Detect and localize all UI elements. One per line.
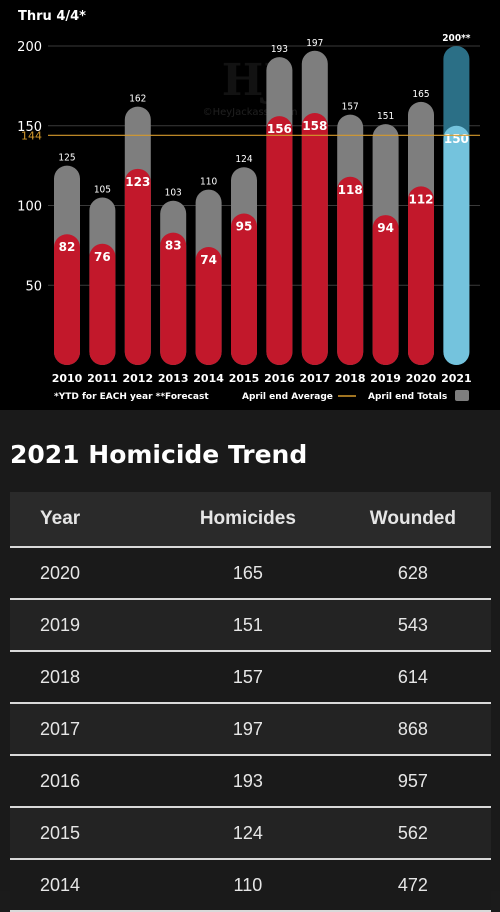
table-row: 2017 197 868 [10,703,491,756]
ytd-bar [89,243,116,365]
ytd-bar [443,125,470,366]
cell-year: 2015 [10,807,161,860]
ytd-bar [372,215,399,365]
cell-wounded: 543 [334,599,491,652]
cell-homicides: 193 [161,755,335,808]
x-tick-label: 2020 [406,372,437,385]
x-tick-label: 2015 [229,372,260,385]
cell-wounded: 957 [334,755,491,808]
total-value-label: 124 [235,154,252,165]
total-value-label: 200** [442,33,470,44]
x-tick-label: 2011 [87,372,118,385]
table-row: 2016 193 957 [10,755,491,808]
homicide-table: Year Homicides Wounded 2020 165 628 2019… [10,492,491,912]
cell-wounded: 614 [334,651,491,704]
x-tick-label: 2014 [193,372,224,385]
ytd-value-label: 74 [200,253,217,267]
y-tick-label: 150 [17,120,42,135]
cell-year: 2017 [10,703,161,756]
header-year: Year [10,492,161,548]
cell-year: 2016 [10,755,161,808]
chart-footnote: *YTD for EACH year **Forecast [54,392,209,402]
total-value-label: 193 [271,44,288,55]
ytd-bar [231,213,257,365]
legend-totals-swatch [455,390,469,401]
ytd-bar [337,176,364,365]
watermark-text: ©HeyJackass!.com [203,107,298,118]
table-row: 2018 157 614 [10,651,491,704]
ytd-value-label: 83 [165,239,182,253]
legend-average-label: April end Average [242,392,333,402]
total-value-label: 157 [342,102,359,113]
cell-homicides: 110 [161,859,335,912]
cell-year: 2020 [10,547,161,600]
cell-homicides: 124 [161,807,335,860]
total-value-label: 125 [58,153,75,164]
x-tick-label: 2018 [335,372,366,385]
table-row: 2020 165 628 [10,547,491,600]
cell-year: 2018 [10,651,161,704]
chart-title: Thru 4/4* [18,9,86,24]
x-tick-label: 2017 [299,372,330,385]
cell-year: 2014 [10,859,161,912]
table-row: 2015 124 562 [10,807,491,860]
header-homicides: Homicides [161,492,335,548]
x-tick-label: 2019 [370,372,401,385]
ytd-bar [160,232,187,365]
cell-wounded: 472 [334,859,491,912]
legend-totals-label: April end Totals [368,392,447,402]
y-tick-label: 50 [25,279,42,294]
x-tick-label: 2021 [441,372,472,385]
ytd-value-label: 112 [408,192,433,206]
ytd-value-label: 118 [338,183,363,197]
cell-wounded: 628 [334,547,491,600]
total-value-label: 151 [377,111,394,122]
ytd-bar [195,246,222,365]
table-row: 2019 151 543 [10,599,491,652]
total-value-label: 105 [94,185,111,196]
cell-wounded: 562 [334,807,491,860]
ytd-value-label: 158 [302,119,327,133]
trend-section: 2021 Homicide Trend Year Homicides Wound… [0,410,500,912]
x-tick-label: 2010 [52,372,83,385]
total-value-label: 103 [165,188,182,199]
ytd-value-label: 156 [267,122,292,136]
table-header-row: Year Homicides Wounded [10,492,491,548]
ytd-bar [266,116,293,366]
y-tick-label: 200 [17,40,42,55]
x-tick-label: 2013 [158,372,189,385]
y-tick-label: 100 [17,200,42,215]
ytd-value-label: 123 [125,175,150,189]
ytd-bar [54,234,80,365]
average-value-label: 144 [21,129,42,142]
cell-homicides: 151 [161,599,335,652]
total-value-label: 162 [129,94,146,105]
cell-wounded: 868 [334,703,491,756]
x-tick-label: 2012 [122,372,153,385]
section-title: 2021 Homicide Trend [10,440,308,469]
total-value-label: 197 [306,38,323,49]
ytd-value-label: 76 [94,250,111,264]
cell-homicides: 197 [161,703,335,756]
cell-homicides: 165 [161,547,335,600]
cell-year: 2019 [10,599,161,652]
total-value-label: 165 [412,89,429,100]
ytd-bar [408,186,434,365]
header-wounded: Wounded [334,492,491,548]
ytd-value-label: 150 [444,132,469,146]
ytd-value-label: 82 [59,240,76,254]
cell-homicides: 157 [161,651,335,704]
ytd-bar [301,112,328,365]
homicide-chart: HJ ©HeyJackass!.com Thru 4/4* 50 100 150 200 12… [0,0,500,410]
x-tick-label: 2016 [264,372,295,385]
total-value-label: 110 [200,177,217,188]
ytd-bar [124,168,151,365]
ytd-value-label: 94 [377,221,394,235]
table-row: 2014 110 472 [10,859,491,912]
ytd-value-label: 95 [236,219,253,233]
